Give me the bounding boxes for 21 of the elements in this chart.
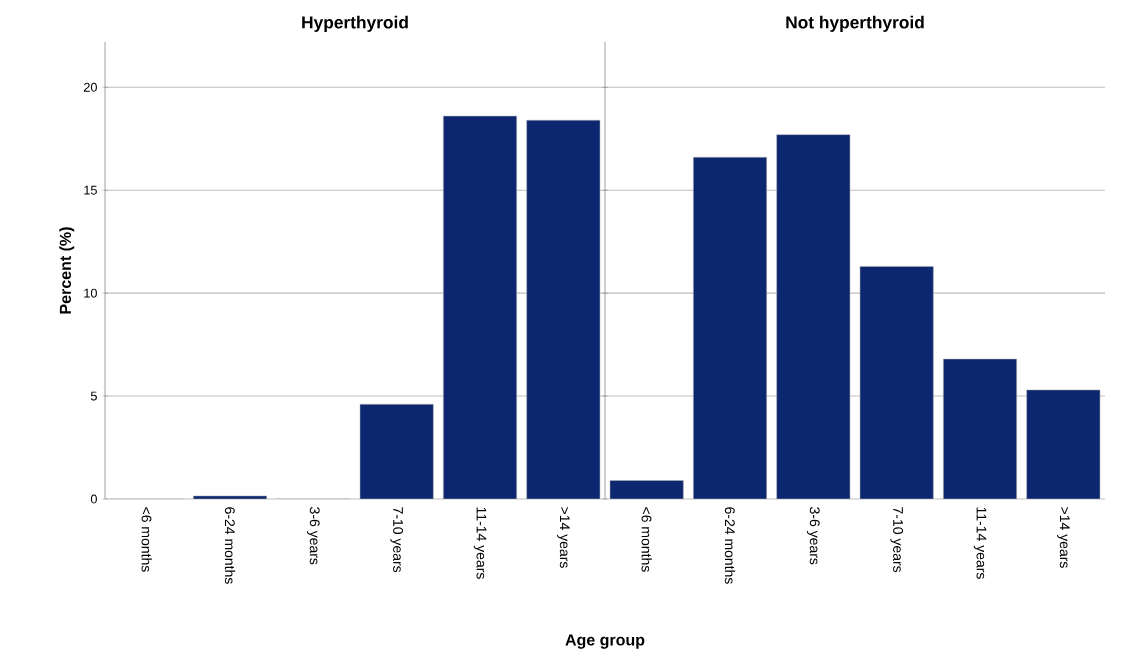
x-tick-label: 7-10 years: [390, 507, 403, 573]
x-tick-label: <6 months: [141, 507, 152, 572]
chart-title: Not hyperthyroid: [786, 15, 924, 32]
y-tick-label: 5: [90, 391, 97, 401]
y-tick-label: 20: [83, 82, 97, 92]
y-tick-label: 0: [90, 494, 97, 504]
x-tick-label: >14 years: [1057, 507, 1070, 568]
x-tick-label: 7-10 years: [890, 507, 904, 573]
x-tick-label: <6 months: [641, 507, 652, 572]
y-tick-label: 10: [84, 288, 97, 298]
x-tick-label: 6-24 months: [224, 507, 236, 584]
x-tick-label: 11-14 years: [973, 507, 987, 579]
x-tick-label: >14 years: [557, 507, 570, 568]
y-axis-title: Percent (%): [59, 227, 75, 314]
x-tick-label: 11-14 years: [473, 507, 487, 579]
x-axis-title: Age group: [565, 634, 645, 649]
x-tick-label: 6-24 months: [724, 507, 736, 584]
x-tick-label: 3-6 years: [307, 507, 320, 565]
chart-title: Hyperthyroid: [302, 15, 408, 32]
x-tick-label: 3-6 years: [807, 507, 820, 565]
y-tick-label: 15: [84, 185, 97, 195]
